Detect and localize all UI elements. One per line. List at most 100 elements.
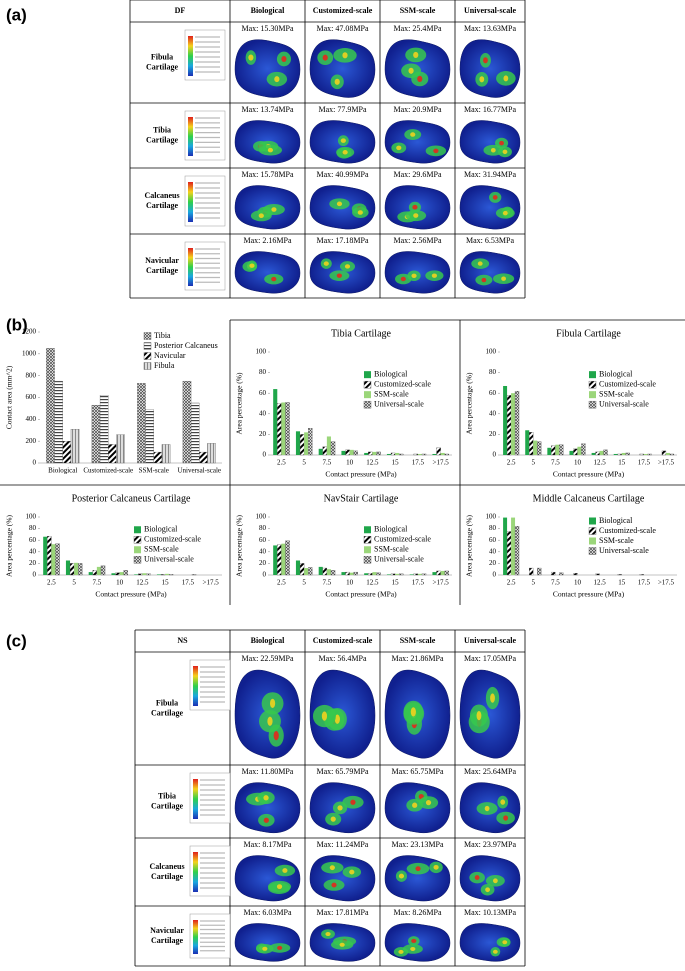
- row-label: Cartilage: [151, 708, 183, 717]
- y-axis-label: Area percentage (%): [235, 514, 244, 577]
- y-tick-label: 20: [259, 430, 267, 438]
- contact-peak: [415, 866, 421, 872]
- bar: [595, 451, 600, 456]
- bar: [277, 544, 282, 576]
- x-tick-label: >17.5: [433, 579, 450, 587]
- x-tick-label: 2.5: [507, 579, 516, 587]
- bar: [349, 572, 354, 575]
- contact-peak: [329, 865, 335, 871]
- contour-image: [309, 782, 376, 834]
- x-tick-label: 12.5: [593, 459, 606, 467]
- legend-label: Customized-scale: [374, 379, 431, 388]
- chart-title: Tibia Cartilage: [331, 328, 391, 339]
- legend-label: Universal-scale: [374, 555, 424, 564]
- x-tick-label: 7.5: [323, 459, 332, 467]
- y-tick-label: 1000: [22, 349, 37, 357]
- max-stress: Max: 13.63MPa: [464, 24, 516, 33]
- legend-swatch: [364, 391, 371, 399]
- max-stress: Max: 77.9MPa: [319, 105, 367, 114]
- y-tick-label: 0: [33, 459, 37, 467]
- bar: [108, 444, 117, 464]
- bar: [537, 441, 542, 456]
- contact-peak: [477, 261, 483, 266]
- x-tick-label: 5: [531, 579, 535, 587]
- chart-title: Fibula Cartilage: [556, 328, 621, 339]
- contact-peak: [411, 938, 417, 943]
- y-axis-label: Area percentage (%): [5, 514, 14, 577]
- contact-peak: [322, 54, 328, 61]
- chart-title: Posterior Calcaneus Cartilage: [72, 493, 191, 504]
- max-stress: Max: 15.30MPa: [242, 24, 294, 33]
- bar: [613, 453, 618, 455]
- legend-label: SSM-scale: [599, 536, 634, 545]
- bar: [506, 395, 512, 456]
- contour-image: [459, 251, 521, 294]
- contact-peak: [282, 868, 288, 873]
- contact-peak: [342, 52, 348, 59]
- legend-swatch: [589, 517, 596, 525]
- legend-label: Universal-scale: [144, 555, 194, 564]
- legend-swatch: [589, 391, 596, 399]
- contact-peak: [271, 207, 277, 212]
- legend-label: SSM-scale: [374, 545, 409, 554]
- x-tick-label: 7.5: [551, 459, 560, 467]
- y-tick-label: 40: [489, 547, 497, 555]
- contour-image: [384, 669, 451, 759]
- bar: [92, 570, 98, 576]
- bar: [345, 449, 350, 456]
- cartilage-shape: [384, 855, 451, 902]
- y-tick-label: 60: [29, 536, 37, 544]
- max-stress: Max: 10.13MPa: [464, 908, 516, 917]
- contact-peak: [269, 698, 276, 709]
- contact-peak: [321, 711, 328, 721]
- bar: [91, 404, 101, 464]
- bar: [51, 544, 56, 575]
- bar: [308, 428, 313, 456]
- y-tick-label: 100: [486, 348, 497, 356]
- bar: [161, 444, 171, 464]
- color-scale: [188, 117, 193, 156]
- x-tick-label: Customized-scale: [83, 467, 133, 475]
- contact-peak: [271, 276, 277, 282]
- bar: [273, 545, 278, 575]
- bar: [591, 452, 596, 455]
- contour-image: [309, 855, 376, 902]
- contact-peak: [413, 213, 419, 218]
- bar: [581, 443, 586, 456]
- legend-swatch: [363, 556, 372, 564]
- max-stress: Max: 56.4MPa: [319, 654, 367, 663]
- contour-image: [234, 923, 301, 962]
- contact-peak: [344, 264, 351, 269]
- y-tick-label: 100: [256, 348, 267, 356]
- y-tick-label: 0: [263, 571, 267, 579]
- max-stress: Max: 25.64MPa: [464, 767, 516, 776]
- bar: [191, 574, 197, 576]
- bar: [330, 570, 336, 576]
- contour-image: [459, 669, 521, 759]
- x-axis-label: Contact pressure (MPa): [553, 470, 625, 479]
- contour-image: [459, 855, 521, 902]
- legend-swatch: [363, 400, 372, 409]
- bar: [78, 563, 83, 576]
- row-label: Fibula: [156, 698, 178, 707]
- contour-image: [384, 251, 451, 294]
- bar: [503, 385, 508, 455]
- bar: [326, 436, 331, 455]
- y-tick-label: 1200: [22, 328, 37, 336]
- bar: [165, 573, 170, 575]
- color-scale: [193, 920, 198, 954]
- bar: [74, 562, 79, 575]
- contact-peak: [263, 817, 269, 823]
- legend-swatch: [143, 362, 152, 370]
- legend-swatch: [589, 371, 596, 379]
- bar: [96, 566, 101, 575]
- bar: [295, 431, 301, 455]
- contact-peak: [476, 710, 482, 721]
- max-stress: Max: 20.9MPa: [394, 105, 442, 114]
- cartilage-shape: [234, 251, 301, 294]
- max-stress: Max: 65.75MPa: [392, 767, 444, 776]
- cartilage-shape: [309, 855, 376, 902]
- y-tick-label: 20: [489, 559, 497, 567]
- contact-peak: [267, 716, 273, 726]
- contact-peak: [481, 277, 487, 283]
